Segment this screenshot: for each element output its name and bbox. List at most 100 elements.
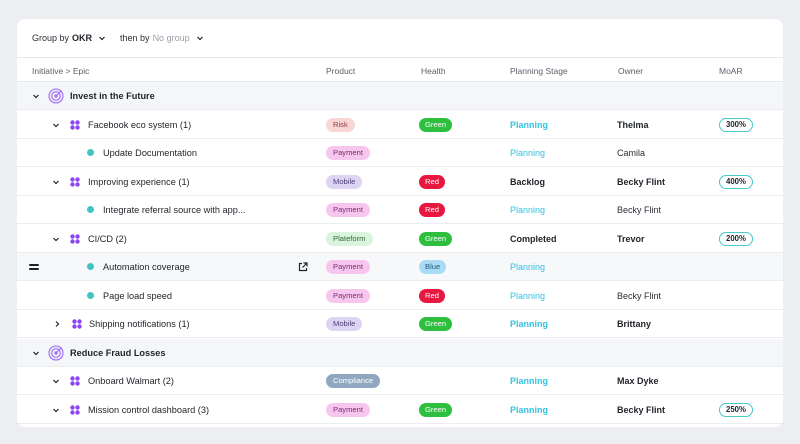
epic-row[interactable]: CI/CD (2) Plateform Green Completed Trevor 20…: [17, 225, 783, 253]
health-badge[interactable]: Red: [419, 288, 445, 303]
then-by-dropdown[interactable]: then by No group: [120, 33, 204, 43]
product-cell: Compliance: [326, 367, 381, 395]
status-dot-icon: [87, 206, 94, 213]
chevron-down-icon[interactable]: [51, 396, 61, 424]
epic-icon: [70, 404, 80, 415]
epic-icon: [70, 376, 80, 386]
epic-row[interactable]: Facebook eco system (1) Risk Green Planning…: [17, 111, 783, 139]
moar-cell: 300%: [719, 111, 753, 139]
chevron-down-icon[interactable]: [31, 82, 41, 110]
product-tag[interactable]: Payment: [326, 288, 370, 303]
planning-stage[interactable]: Planning: [510, 290, 546, 301]
owner-name[interactable]: Becky Flint: [617, 205, 662, 215]
chevron-down-icon[interactable]: [31, 339, 41, 367]
initiative-title[interactable]: Update Documentation: [103, 148, 197, 158]
epic-title[interactable]: Improving experience (1): [88, 176, 190, 187]
initiative-row[interactable]: Update Documentation Payment Planning Camil…: [17, 139, 783, 167]
owner-name[interactable]: Thelma: [617, 119, 649, 130]
health-badge[interactable]: Green: [419, 231, 453, 246]
product-tag[interactable]: Payment: [326, 260, 370, 274]
product-tag[interactable]: Mobile: [326, 317, 363, 331]
owner-name[interactable]: Becky Flint: [617, 176, 666, 187]
planning-stage[interactable]: Planning: [510, 404, 548, 415]
health-badge[interactable]: Red: [419, 203, 445, 217]
planning-stage[interactable]: Planning: [510, 119, 548, 130]
planning-stage[interactable]: Completed: [510, 233, 557, 244]
product-tag[interactable]: Plateform: [326, 231, 373, 246]
epic-row[interactable]: Mission control dashboard (3) Payment Gree…: [17, 396, 783, 424]
epic-row[interactable]: Onboard Walmart (2) Compliance Planning Max…: [17, 367, 783, 395]
initiative-title[interactable]: Automation coverage: [103, 262, 190, 272]
then-by-label: then by: [120, 33, 150, 43]
epic-title[interactable]: Onboard Walmart (2): [88, 376, 174, 386]
chevron-down-icon[interactable]: [51, 111, 61, 139]
chevron-down-icon[interactable]: [51, 168, 61, 196]
moar-cell: 400%: [719, 168, 753, 196]
initiative-row[interactable]: Automation coverage Payment Blue Planning: [17, 253, 783, 281]
epic-icon: [70, 119, 80, 130]
okr-title: Invest in the Future: [70, 91, 155, 101]
owner-name[interactable]: Camila: [617, 148, 646, 158]
planning-stage[interactable]: Planning: [510, 205, 546, 215]
drag-handle-icon[interactable]: [29, 264, 39, 270]
health-badge[interactable]: Green: [419, 117, 453, 132]
moar-badge: 250%: [719, 402, 753, 417]
external-link-icon[interactable]: [298, 262, 308, 272]
group-by-dropdown[interactable]: Group by OKR: [32, 33, 106, 43]
target-icon: [48, 344, 64, 361]
chevron-down-icon[interactable]: [51, 225, 61, 253]
moar-badge: 300%: [719, 117, 753, 132]
owner-name[interactable]: Brittany: [617, 319, 652, 329]
epic-row[interactable]: Shipping notifications (1) Mobile Green Pla…: [17, 310, 783, 338]
chevron-down-icon[interactable]: [51, 367, 61, 395]
chevron-right-icon[interactable]: [52, 310, 62, 338]
initiative-title[interactable]: Page load speed: [103, 290, 172, 301]
owner-name[interactable]: Max Dyke: [617, 376, 659, 386]
health-badge[interactable]: Red: [419, 174, 445, 189]
product-cell: Payment: [326, 139, 370, 167]
initiative-title[interactable]: Integrate referral source with app...: [103, 205, 246, 215]
column-header-initiative[interactable]: Initiative > Epic: [32, 66, 90, 76]
planning-stage[interactable]: Backlog: [510, 176, 546, 187]
moar-badge: 200%: [719, 231, 753, 246]
planning-stage[interactable]: Planning: [510, 262, 546, 272]
health-badge[interactable]: Blue: [419, 260, 447, 274]
product-tag[interactable]: Compliance: [326, 374, 381, 388]
planning-stage[interactable]: Planning: [510, 376, 548, 386]
product-tag[interactable]: Payment: [326, 402, 370, 417]
epic-title[interactable]: Mission control dashboard (3): [88, 404, 210, 415]
toolbar: Group by OKR then by No group: [17, 19, 783, 57]
product-tag[interactable]: Risk: [326, 117, 355, 132]
planning-stage[interactable]: Planning: [510, 148, 546, 158]
column-header-owner[interactable]: Owner: [618, 66, 644, 76]
okr-group-row[interactable]: Invest in the Future: [17, 82, 783, 110]
owner-name[interactable]: Becky Flint: [617, 290, 662, 301]
owner-name[interactable]: Trevor: [617, 233, 645, 244]
column-header-health[interactable]: Health: [421, 66, 446, 76]
okr-group-row[interactable]: Reduce Fraud Losses: [17, 338, 783, 367]
product-cell: Payment: [326, 282, 370, 310]
owner-name[interactable]: Becky Flint: [617, 404, 666, 415]
planning-stage[interactable]: Planning: [510, 319, 548, 329]
product-cell: Payment: [326, 396, 370, 424]
health-cell: Blue: [419, 253, 447, 281]
health-badge[interactable]: Green: [419, 317, 453, 331]
group-by-label: Group by: [32, 33, 70, 43]
epic-title[interactable]: Shipping notifications (1): [89, 319, 190, 329]
status-dot-icon: [87, 291, 94, 299]
health-badge[interactable]: Green: [419, 402, 453, 417]
product-tag[interactable]: Mobile: [326, 174, 363, 189]
column-header-moar[interactable]: MoAR: [719, 66, 743, 76]
column-header-planning-stage[interactable]: Planning Stage: [510, 66, 568, 76]
initiative-row[interactable]: Page load speed Payment Red Planning Becky F…: [17, 282, 783, 310]
initiative-row[interactable]: Integrate referral source with app... Pay…: [17, 196, 783, 224]
epic-row[interactable]: Improving experience (1) Mobile Red Backlog…: [17, 168, 783, 196]
health-cell: Green: [419, 225, 453, 253]
target-icon: [48, 88, 64, 104]
column-header-product[interactable]: Product: [326, 66, 356, 76]
epic-title[interactable]: Facebook eco system (1): [88, 119, 192, 130]
product-tag[interactable]: Payment: [326, 203, 370, 217]
product-tag[interactable]: Payment: [326, 146, 370, 160]
epic-title[interactable]: CI/CD (2): [88, 233, 127, 244]
table-header: Initiative > Epic Product Health Plannin…: [17, 57, 783, 82]
